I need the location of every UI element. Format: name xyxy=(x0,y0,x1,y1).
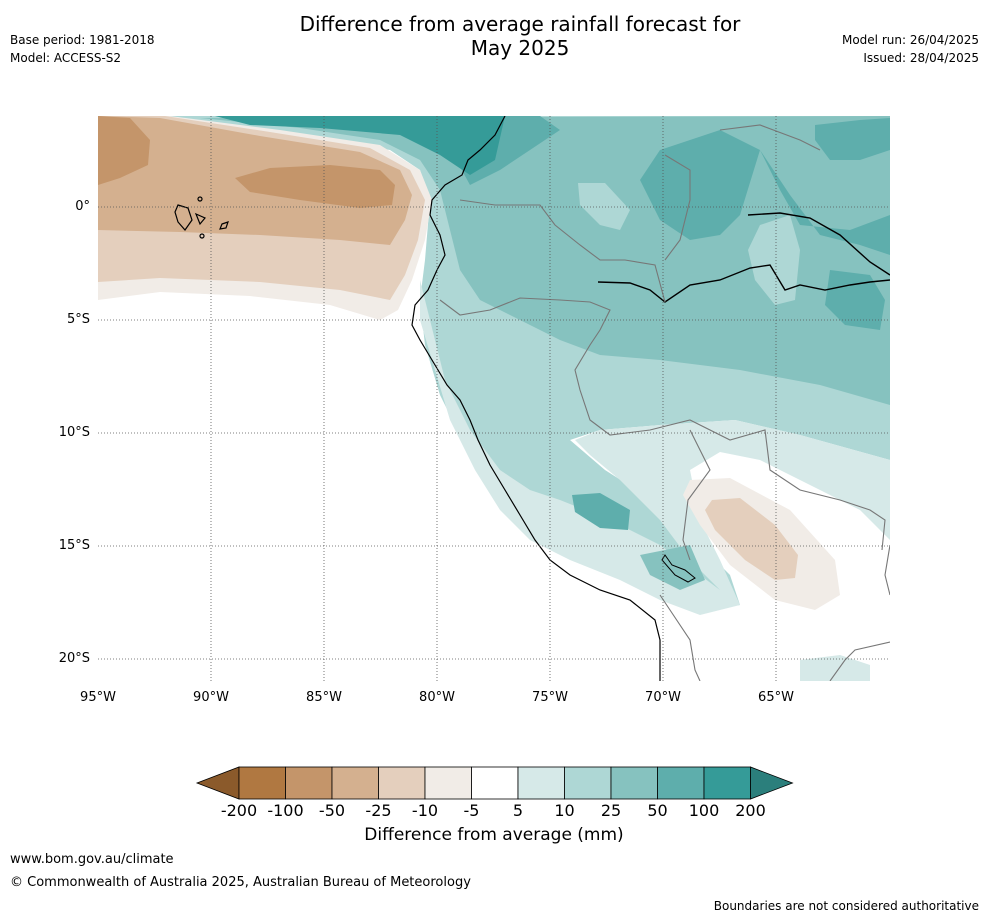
galapagos-islands xyxy=(174,196,229,239)
lon-label-70w: 70°W xyxy=(645,690,681,705)
country-borders xyxy=(439,124,890,681)
footer-disclaimer: Boundaries are not considered authoritat… xyxy=(713,899,979,913)
colorbar-tick-label: -200 xyxy=(220,801,258,820)
lon-label-95w: 95°W xyxy=(80,690,116,705)
wet-zone-100-200 xyxy=(215,116,505,175)
wet-zone-5-10 xyxy=(420,280,890,615)
colorbar-cell xyxy=(424,766,472,800)
colorbar-tick-label: 100 xyxy=(688,801,720,820)
wet-zone-bolivia xyxy=(825,270,885,330)
colorbar-extend-left xyxy=(195,766,240,800)
colorbar-tick-label: -25 xyxy=(365,801,392,820)
model-name: Model: ACCESS-S2 xyxy=(10,51,122,65)
lat-label-10s: 10°S xyxy=(58,425,90,440)
lon-label-80w: 80°W xyxy=(419,690,455,705)
rainfall-map xyxy=(98,116,890,681)
colorbar-cell xyxy=(657,766,705,800)
colorbar-cell xyxy=(285,766,333,800)
map-title: Difference from average rainfall forecas… xyxy=(240,12,800,60)
colorbar-extend-right xyxy=(750,766,794,800)
wet-zone-light-se xyxy=(800,655,870,681)
colorbar-tick-label: 200 xyxy=(735,801,766,820)
lat-label-0: 0° xyxy=(75,199,90,214)
colorbar-label: Difference from average (mm) xyxy=(364,825,624,845)
colorbar xyxy=(195,766,794,800)
dry-zone-50-100 xyxy=(98,116,395,208)
colorbar-cell xyxy=(378,766,426,800)
colorbar-cell xyxy=(564,766,612,800)
lon-label-65w: 65°W xyxy=(758,690,794,705)
colorbar-tick-label: 10 xyxy=(554,801,575,820)
colorbar-cell xyxy=(471,766,519,800)
colorbar-cell xyxy=(703,766,751,800)
colorbar-cell xyxy=(610,766,658,800)
wet-zone-50-100 xyxy=(220,116,890,255)
colorbar-tick-label: -100 xyxy=(267,801,304,820)
colorbar-tick-label: -10 xyxy=(411,801,439,820)
title-line-2: May 2025 xyxy=(470,36,570,60)
footer-url: www.bom.gov.au/climate xyxy=(10,852,174,867)
meta-right: Model run: 26/04/2025 Issued: 28/04/2025 xyxy=(842,31,979,67)
colorbar-tick-label: -5 xyxy=(463,801,480,820)
footer-copyright: © Commonwealth of Australia 2025, Austra… xyxy=(10,875,471,890)
title-line-1: Difference from average rainfall forecas… xyxy=(299,12,741,36)
lon-label-85w: 85°W xyxy=(306,690,342,705)
issued-date: Issued: 28/04/2025 xyxy=(863,51,979,65)
graticule xyxy=(98,116,890,681)
colorbar-tick-label: 50 xyxy=(647,801,668,820)
lon-label-90w: 90°W xyxy=(193,690,229,705)
colorbar-tick-label: 5 xyxy=(512,801,524,820)
lon-label-75w: 75°W xyxy=(532,690,568,705)
dry-zone-altiplano-inner xyxy=(705,498,798,580)
map-svg xyxy=(98,116,890,681)
colorbar-cell xyxy=(517,766,565,800)
lat-label-5s: 5°S xyxy=(66,312,90,327)
lat-label-20s: 20°S xyxy=(58,651,90,666)
wet-zone-light-amazon xyxy=(578,183,800,305)
colorbar-cell xyxy=(331,766,379,800)
coastline xyxy=(411,116,661,681)
colorbar-tick-label: 25 xyxy=(600,801,622,820)
colorbar-tick-label: -50 xyxy=(318,801,346,820)
wet-zone-ne xyxy=(815,118,890,160)
amazon-river xyxy=(597,212,890,303)
lat-label-15s: 15°S xyxy=(58,538,90,553)
colorbar-cell xyxy=(238,766,286,800)
model-run: Model run: 26/04/2025 xyxy=(841,33,979,47)
meta-left: Base period: 1981-2018 Model: ACCESS-S2 xyxy=(10,31,155,67)
lake-titicaca xyxy=(661,554,696,583)
wet-zone-50-100-south xyxy=(572,493,630,530)
base-period: Base period: 1981-2018 xyxy=(10,33,155,47)
